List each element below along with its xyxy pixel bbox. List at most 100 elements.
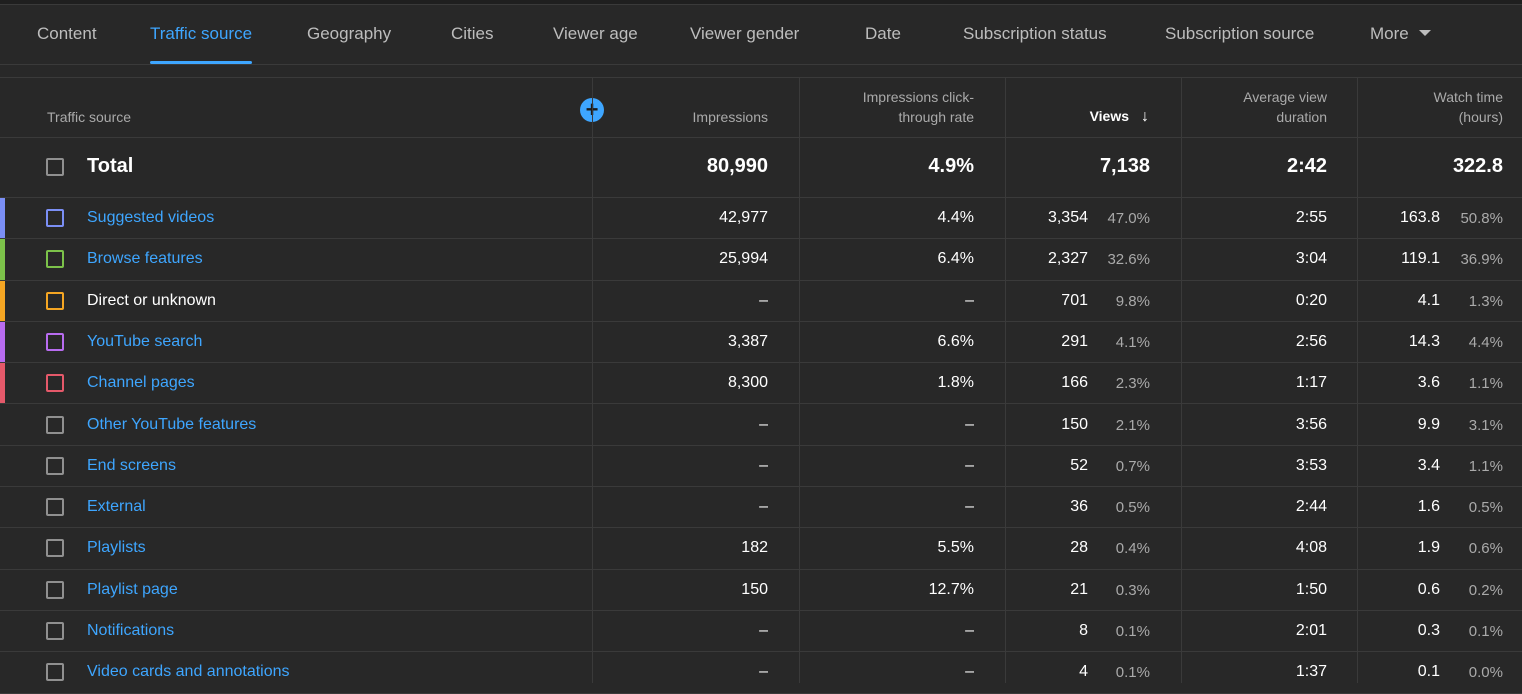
row-checkbox[interactable] bbox=[46, 209, 64, 227]
impressions-value: 182 bbox=[741, 539, 768, 557]
views-value: 150 bbox=[1061, 415, 1088, 433]
views-value: 2,327 bbox=[1047, 250, 1088, 268]
row-checkbox[interactable] bbox=[46, 498, 64, 517]
tab-subscription-source[interactable]: Subscription source bbox=[1165, 24, 1315, 43]
avg-duration-value: 1:17 bbox=[1295, 374, 1327, 392]
tab-traffic-source[interactable]: Traffic source bbox=[150, 6, 253, 64]
table-row: Channel pages 8,300 1.8% 166 2.3% 1:17 3.6 1.1% bbox=[0, 363, 1522, 405]
avg-duration-value: 2:55 bbox=[1295, 209, 1327, 226]
watch-time-value: 1.6 bbox=[1417, 498, 1440, 516]
tab-viewer-gender[interactable]: Viewer gender bbox=[690, 24, 800, 43]
series-color-stripe bbox=[0, 363, 5, 404]
total-checkbox[interactable] bbox=[46, 158, 64, 176]
ctr-value: – bbox=[965, 498, 974, 516]
traffic-source-name[interactable]: Playlists bbox=[87, 539, 146, 557]
avg-duration-value: 3:56 bbox=[1295, 415, 1327, 433]
ctr-value: – bbox=[965, 291, 974, 309]
views-percent: 0.7% bbox=[1115, 457, 1150, 475]
traffic-source-name[interactable]: External bbox=[87, 498, 146, 516]
table-row: Playlists 182 5.5% 28 0.4% 4:08 1.9 0.6% bbox=[0, 528, 1522, 570]
watch-time-percent: 0.2% bbox=[1468, 581, 1503, 599]
views-value: 3,354 bbox=[1047, 209, 1088, 226]
views-percent: 32.6% bbox=[1107, 251, 1150, 269]
tab-cities[interactable]: Cities bbox=[451, 24, 494, 43]
watch-time-value: 1.9 bbox=[1417, 539, 1440, 557]
traffic-source-name[interactable]: Suggested videos bbox=[87, 209, 215, 226]
row-checkbox[interactable] bbox=[46, 456, 64, 475]
table-row: End screens – – 52 0.7% 3:53 3.4 1.1% bbox=[0, 446, 1522, 488]
ctr-value: 6.6% bbox=[937, 332, 974, 350]
ctr-value: 5.5% bbox=[937, 539, 974, 557]
tab-date[interactable]: Date bbox=[865, 24, 901, 43]
views-value: 291 bbox=[1061, 332, 1088, 350]
traffic-source-name[interactable]: Channel pages bbox=[87, 374, 195, 392]
table-row: Suggested videos 42,977 4.4% 3,354 47.0% 2:55… bbox=[0, 198, 1522, 240]
impressions-value: – bbox=[759, 415, 768, 433]
col-header-views[interactable]: Views ↓ bbox=[1090, 86, 1149, 127]
views-percent: 0.5% bbox=[1115, 499, 1150, 517]
col-header-traffic-source[interactable]: Traffic source bbox=[47, 109, 132, 125]
table-row: Other YouTube features – – 150 2.1% 3:56 9.9 3.… bbox=[0, 405, 1522, 446]
tab-viewer-age[interactable]: Viewer age bbox=[553, 24, 638, 43]
impressions-value: – bbox=[759, 456, 768, 474]
col-header-impressions[interactable]: Impressions bbox=[692, 109, 768, 125]
watch-time-percent: 0.6% bbox=[1468, 540, 1503, 558]
avg-duration-value: 0:20 bbox=[1295, 291, 1327, 309]
views-value: 4 bbox=[1079, 663, 1088, 681]
row-checkbox[interactable] bbox=[46, 580, 64, 599]
row-checkbox[interactable] bbox=[46, 539, 64, 558]
column-divider bbox=[592, 77, 593, 683]
table-row: Video cards and annotations – – 4 0.1% 1:37 0.… bbox=[0, 652, 1522, 694]
views-percent: 9.8% bbox=[1115, 292, 1150, 310]
tab-more[interactable]: More bbox=[1370, 6, 1431, 64]
row-checkbox[interactable] bbox=[46, 415, 64, 434]
traffic-source-name[interactable]: Playlist page bbox=[87, 580, 178, 598]
impressions-value: 3,387 bbox=[727, 332, 768, 350]
col-header-watch-time[interactable]: Watch time (hours) bbox=[1433, 89, 1504, 125]
col-header-average-view-duration[interactable]: Average view duration bbox=[1243, 89, 1327, 125]
views-percent: 0.1% bbox=[1115, 623, 1150, 640]
table-row: Browse features 25,994 6.4% 2,327 32.6% 3:04 1… bbox=[0, 239, 1522, 281]
views-value: 8 bbox=[1079, 622, 1088, 639]
series-color-stripe bbox=[0, 239, 5, 280]
impressions-value: – bbox=[759, 663, 768, 681]
row-checkbox[interactable] bbox=[46, 250, 64, 269]
total-impressions: 80,990 bbox=[706, 155, 768, 177]
traffic-source-name[interactable]: End screens bbox=[87, 456, 176, 474]
row-checkbox[interactable] bbox=[46, 622, 64, 640]
traffic-source-name[interactable]: Other YouTube features bbox=[87, 415, 257, 433]
total-views: 7,138 bbox=[1099, 155, 1150, 177]
avg-duration-value: 1:50 bbox=[1295, 580, 1327, 598]
watch-time-percent: 1.1% bbox=[1468, 457, 1503, 475]
watch-time-value: 3.4 bbox=[1417, 456, 1440, 474]
table-row: Direct or unknown – – 701 9.8% 0:20 4.1 1.3% bbox=[0, 280, 1522, 322]
table-row: Playlist page 150 12.7% 21 0.3% 1:50 0.6 0.2% bbox=[0, 570, 1522, 611]
tab-geography[interactable]: Geography bbox=[307, 24, 392, 43]
row-checkbox[interactable] bbox=[46, 291, 64, 310]
series-color-stripe bbox=[0, 198, 5, 239]
watch-time-percent: 1.1% bbox=[1468, 375, 1503, 393]
traffic-source-name[interactable]: Browse features bbox=[87, 250, 203, 268]
views-percent: 4.1% bbox=[1115, 333, 1150, 351]
top-border bbox=[0, 0, 1522, 5]
traffic-source-name[interactable]: Video cards and annotations bbox=[87, 663, 290, 681]
row-checkbox[interactable] bbox=[46, 663, 64, 682]
avg-duration-value: 2:56 bbox=[1295, 332, 1327, 350]
column-divider bbox=[1357, 77, 1358, 683]
avg-duration-value: 2:01 bbox=[1295, 622, 1327, 639]
ctr-value: 12.7% bbox=[928, 580, 974, 598]
views-percent: 2.3% bbox=[1115, 375, 1150, 393]
row-checkbox[interactable] bbox=[46, 332, 64, 351]
impressions-value: 150 bbox=[741, 580, 768, 598]
traffic-source-name[interactable]: YouTube search bbox=[87, 332, 203, 350]
watch-time-percent: 1.3% bbox=[1468, 292, 1503, 310]
traffic-source-name: Direct or unknown bbox=[87, 291, 216, 309]
tab-content[interactable]: Content bbox=[37, 24, 97, 43]
impressions-value: – bbox=[759, 291, 768, 309]
row-checkbox[interactable] bbox=[46, 374, 64, 393]
tab-subscription-status[interactable]: Subscription status bbox=[963, 24, 1107, 43]
watch-time-percent: 0.5% bbox=[1468, 499, 1503, 517]
ctr-value: – bbox=[965, 663, 974, 681]
traffic-source-name[interactable]: Notifications bbox=[87, 622, 175, 639]
col-header-ctr[interactable]: Impressions click- through rate bbox=[862, 89, 974, 125]
